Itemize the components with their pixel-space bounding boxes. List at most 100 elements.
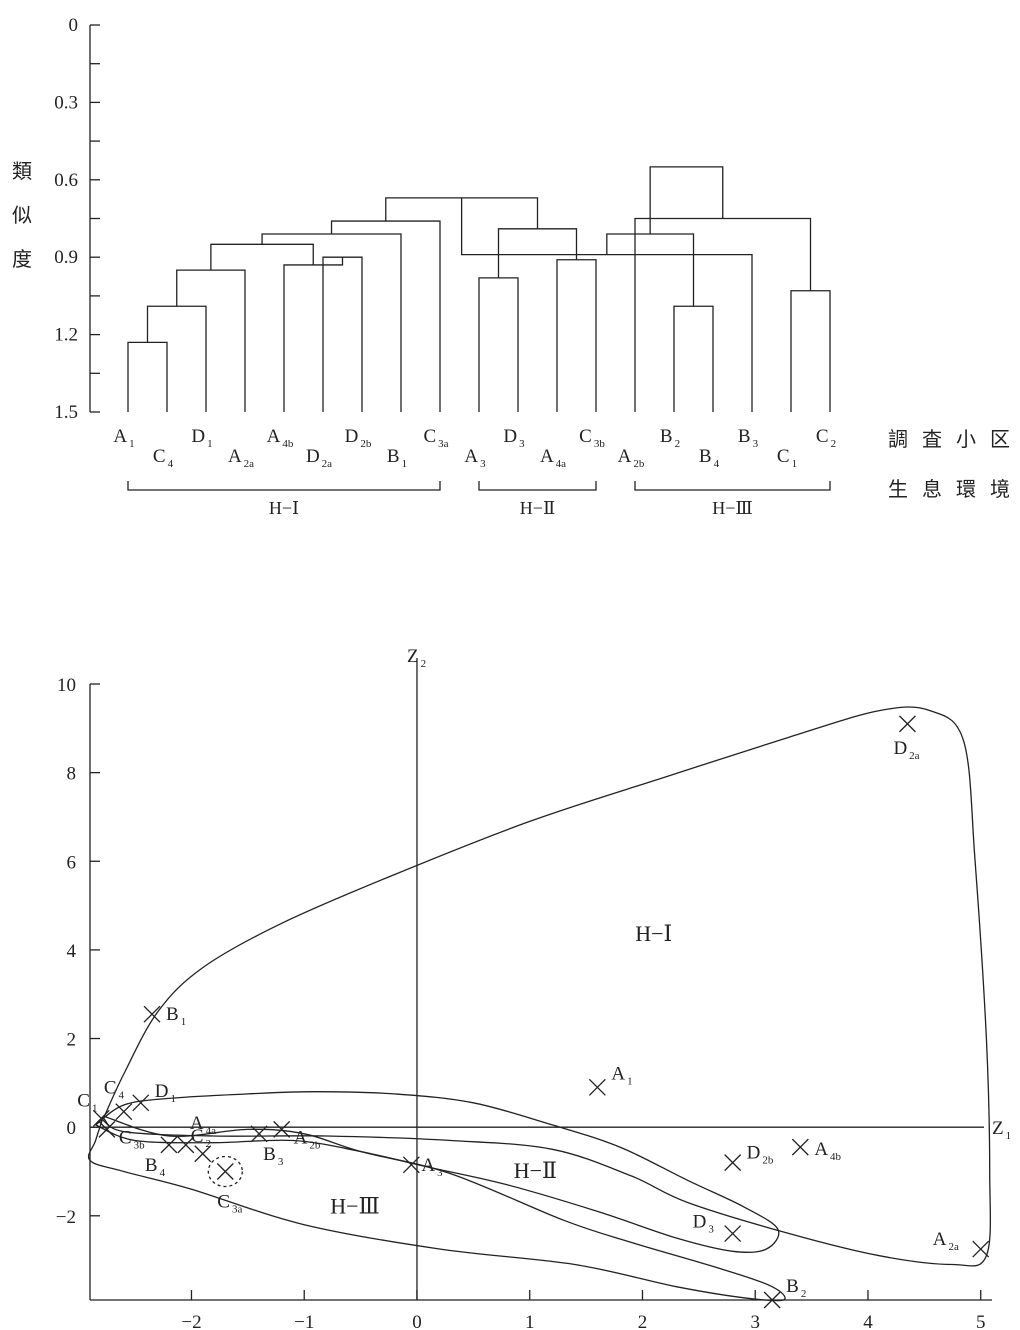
scatter-y-tick-label: 2 xyxy=(67,1030,77,1051)
scatter-point: D 2a xyxy=(893,715,920,762)
dendrogram-leaf-label: C 3a xyxy=(423,426,448,450)
point-label: A 4a xyxy=(190,1113,216,1137)
point-marker xyxy=(160,1136,178,1154)
region-label: H−Ⅰ xyxy=(635,921,672,946)
dendrogram-group-label-char: 息 xyxy=(922,477,942,501)
dendrogram-link xyxy=(146,305,207,412)
group-bracket xyxy=(478,481,597,491)
scatter-x-tick-label: 2 xyxy=(638,1312,648,1330)
dendrogram-link xyxy=(556,259,597,412)
dendrogram-link xyxy=(176,269,246,412)
dendrogram-x-label-char: 調 xyxy=(888,427,908,451)
scatter-y-tick-label: 6 xyxy=(67,852,77,873)
group-bracket xyxy=(634,481,831,491)
scatter-point: C 3b xyxy=(98,1120,145,1151)
scatter-y-tick-label: −2 xyxy=(56,1207,76,1228)
dendrogram-link xyxy=(330,220,441,412)
point-marker xyxy=(588,1078,606,1096)
dendrogram-group-label-char: 環 xyxy=(956,477,976,501)
dendrogram-tick-label: 1.5 xyxy=(54,402,78,423)
point-marker xyxy=(273,1120,291,1138)
scatter-x-tick-label: 3 xyxy=(750,1312,760,1330)
scatter-y-tick-label: 10 xyxy=(57,675,76,696)
scatter-y-tick-label: 0 xyxy=(67,1118,77,1139)
scatter-point: A 2a xyxy=(933,1229,990,1258)
point-label: C 3b xyxy=(119,1127,145,1151)
point-marker xyxy=(132,1094,150,1112)
dendrogram-chart: 0 0.3 0.6 0.9 1.2 1.5 A 1 C 4 D 1 A 2a A 4b D 2a D 2b B 1 C 3a… xyxy=(12,15,1010,518)
point-label: A 2b xyxy=(294,1127,321,1151)
point-label: D 2a xyxy=(893,738,919,762)
scatter-x-tick-label: −1 xyxy=(294,1312,314,1330)
scatter-points: D 2a B 1 A 1 C 4 D 1 C 1 C 3b A 4a B 4 C 2 C 3a B 3 A 2b A 3 D 2b A 4b D… xyxy=(77,715,990,1309)
point-label: D 2b xyxy=(747,1143,774,1167)
dendrogram-link xyxy=(261,233,402,412)
scatter-x-tick-label: 5 xyxy=(976,1312,986,1330)
point-marker xyxy=(216,1163,234,1180)
point-marker xyxy=(791,1138,809,1156)
point-marker xyxy=(115,1103,133,1121)
point-marker xyxy=(92,1109,110,1127)
dendrogram-x-label: 調査小区生息環境 xyxy=(888,427,1010,501)
dendrogram-link xyxy=(283,257,344,412)
point-label: A 4b xyxy=(814,1139,841,1163)
dendrogram-tick-label: 0.9 xyxy=(54,247,78,268)
dendrogram-link xyxy=(606,233,695,307)
dendrogram-leaf-label: A 4a xyxy=(540,446,566,470)
habitat-region-outline xyxy=(102,706,992,1267)
scatter-x-tick-label: −2 xyxy=(181,1312,201,1330)
scatter-y-tick-label: 8 xyxy=(67,764,77,785)
group-bracket xyxy=(127,481,441,491)
dendrogram-leaf-label: A 2b xyxy=(618,446,645,470)
scatter-point: A 4a xyxy=(177,1113,216,1154)
dendrogram-groups: H−Ⅰ H−Ⅱ H−Ⅲ xyxy=(127,481,831,518)
point-marker xyxy=(724,1225,742,1242)
group-label: H−Ⅲ xyxy=(712,498,753,518)
region-label: H−Ⅱ xyxy=(514,1158,557,1183)
point-marker xyxy=(194,1145,212,1163)
dendrogram-y-label-char: 類 xyxy=(12,159,32,183)
dendrogram-link xyxy=(210,243,314,271)
point-marker xyxy=(143,1005,161,1023)
point-marker xyxy=(98,1120,116,1138)
dendrogram-tick-label: 1.2 xyxy=(54,325,78,346)
dendrogram-leaf-label: A 4b xyxy=(267,426,294,450)
scatter-x-tick-label: 4 xyxy=(863,1312,873,1330)
ordination-scatter-chart: −2 0 2 4 6 8 10 −2 −1 0 1 2 3 4 5 Z 2 Z 1 D 2a B 1 A 1 C 4 D 1 C 1 C 3b… xyxy=(56,646,1011,1330)
scatter-point: A 2b xyxy=(273,1120,321,1151)
scatter-point: A 4b xyxy=(791,1138,842,1163)
dendrogram-leaf-label: A 2a xyxy=(228,446,254,470)
region-label: H−Ⅲ xyxy=(330,1194,380,1219)
dendrogram-x-label-char: 査 xyxy=(922,427,942,451)
dendrogram-group-label-char: 境 xyxy=(990,477,1010,501)
dendrogram-link xyxy=(322,256,363,412)
dendrogram-link xyxy=(634,217,812,412)
dendrogram-link xyxy=(673,305,714,412)
dendrogram-link xyxy=(790,290,831,412)
scatter-x-tick-label: 0 xyxy=(412,1312,422,1330)
point-marker xyxy=(763,1291,781,1309)
dendrogram-leaf-label: D 2b xyxy=(345,426,372,450)
point-marker xyxy=(177,1136,195,1154)
scatter-point: D 2b xyxy=(724,1143,774,1172)
